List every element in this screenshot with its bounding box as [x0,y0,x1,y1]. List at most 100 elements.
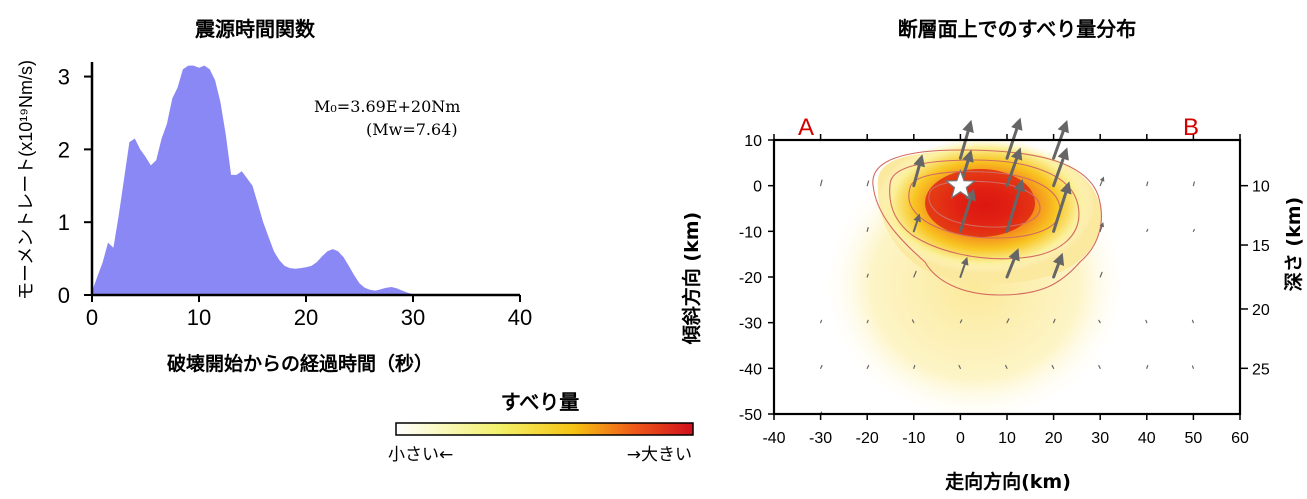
slip-vector [866,180,870,187]
slip-vector [1192,228,1195,232]
slip-vector [819,319,823,324]
slip-contours [872,149,1102,296]
slip-vector [819,179,823,187]
slip-y-tick-label: -10 [739,224,762,241]
slip-depth-tick-label: 15 [1252,238,1270,255]
slip-vector [1098,364,1101,369]
slip-vector [1099,176,1105,187]
slip-vector [866,364,870,369]
slip-vector [1145,319,1148,324]
stf-x-tick-label: 10 [187,305,211,330]
stf-x-tick-label: 20 [294,305,318,330]
slip-x-tick-label: -40 [762,430,785,447]
corner-label-a: A [798,114,814,141]
stf-y-tick-label: 1 [58,210,70,235]
slip-vector [1099,271,1103,278]
slip-vector [866,227,869,232]
stf-y-tick-label: 2 [58,137,70,162]
slip-x-tick-label: 50 [1185,430,1203,447]
slip-vector [913,364,916,369]
slip-y-tick-label: 10 [744,133,762,150]
colorbar-title: すべり量 [501,390,580,414]
stf-x-tick-label: 0 [86,305,98,330]
slip-y-tick-label: 0 [753,179,762,196]
slip-vector [1006,318,1010,324]
slip-vector [958,364,962,369]
slip-vector [1052,252,1065,279]
stf-title: 震源時間関数 [195,17,316,41]
stf-x-tick-label: 30 [401,305,425,330]
stf-m0-annotation: M₀=3.69E+20Nm [314,97,460,116]
slip-vector [866,319,869,324]
stf-y-tick-label: 0 [58,283,70,308]
slip-x-tick-label: -10 [902,430,925,447]
slip-y-tick-label: -50 [739,407,762,424]
slip-title: 断層面上でのすべり量分布 [898,17,1137,41]
slip-vector [1051,364,1055,369]
colorbar-large-label: →大きい [627,445,692,465]
slip-vector [1005,178,1026,233]
contour-level-3 [908,171,1061,239]
slip-vector [1099,222,1105,232]
slip-x-tick-label: 30 [1091,430,1109,447]
slip-y-tick-label: -20 [739,270,762,287]
slip-vector [1146,228,1149,232]
slip-vector [1192,181,1195,187]
slip-x-tick-label: 20 [1045,430,1063,447]
slip-vector [1052,147,1069,188]
slip-vector [1146,181,1149,187]
slip-vector [1052,119,1069,160]
slip-x-label: 走向方向(km) [945,470,1071,493]
slip-distribution-chart: 断層面上でのすべり量分布 -40 -30 -20 -10 0 10 20 30 40 50 60 1… [680,17,1305,493]
slip-vector [866,273,869,278]
slip-vector [1098,319,1101,324]
slip-y-label: 傾斜方向 (km) [680,212,703,345]
slip-vector [958,188,976,233]
slip-x-tick-label: -30 [809,430,832,447]
contour-level-2 [889,159,1080,260]
slip-x-tick-label: 40 [1138,430,1156,447]
slip-vectors [819,117,1195,415]
slip-x-tick-label: 60 [1231,430,1249,447]
stf-area-series [92,65,419,295]
slip-vector [912,154,925,188]
stf-y-ticks: 0 1 2 3 [58,65,92,308]
corner-label-b: B [1183,114,1199,141]
stf-x-label: 破壊開始からの経過時間（秒） [167,352,433,375]
slip-depth-label: 深さ (km) [1282,197,1305,291]
slip-vector [1146,364,1149,369]
slip-vector [959,256,969,278]
slip-vector [819,364,823,369]
slip-depth-tick-label: 10 [1252,179,1270,196]
slip-y-tick-label: -40 [739,361,762,378]
contour-level-4 [928,180,1041,228]
slip-depth-tick-label: 25 [1252,361,1270,378]
colorbar-small-label: 小さい← [388,445,453,465]
slip-depth-tick-label: 20 [1252,302,1270,319]
slip-x-tick-label: 0 [956,430,965,447]
slip-x-tick-label: 10 [998,430,1016,447]
slip-vector [1005,147,1023,188]
slip-vector [1191,365,1195,369]
slip-vector [1005,364,1008,369]
contour-level-1 [872,149,1102,296]
slip-vector [1191,319,1195,324]
stf-y-tick-label: 3 [58,65,70,90]
slip-vector [958,119,974,160]
stf-mw-annotation: (Mw=7.64) [366,120,458,139]
slip-vector [912,213,921,233]
slip-vector [959,319,963,324]
slip-vector [1005,248,1020,279]
slip-y-tick-label: -30 [739,316,762,333]
epicenter-star [944,168,977,200]
source-time-function-chart: 震源時間関数 0 10 20 30 40 0 1 2 3 破壊開始からの経過時間（秒） モーメ… [16,17,532,375]
slip-vector [1052,318,1056,324]
slip-field [825,140,1125,414]
stf-x-tick-label: 40 [508,305,532,330]
slip-x-ticks: -40 -30 -20 -10 0 10 20 30 40 50 60 [762,134,1249,447]
stf-y-label: モーメントレート(x10¹⁹Nm/s) [16,60,36,300]
slip-depth-ticks: 10 15 20 25 [1240,179,1270,378]
slip-vector [911,319,915,324]
slip-x-tick-label: -20 [856,430,879,447]
